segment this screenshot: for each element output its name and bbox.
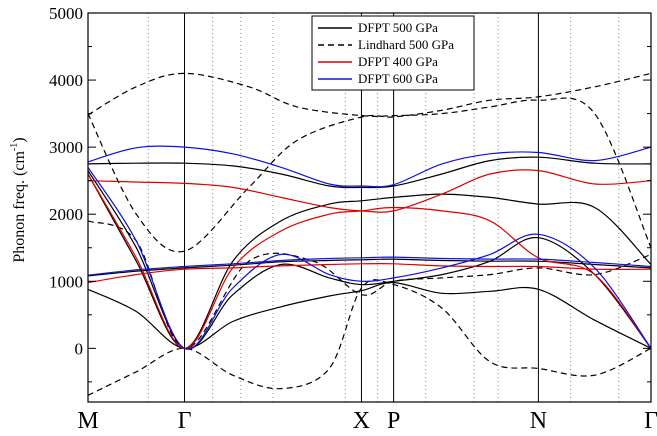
series-line-dfpt-400-gpa	[88, 173, 651, 349]
y-axis-title-close: )	[11, 137, 28, 142]
series-line-dfpt-600-gpa	[88, 145, 651, 188]
y-axis-title-unit: -1	[9, 143, 20, 151]
series-layer	[88, 72, 651, 396]
axes-layer: 0 1000 2000 3000 4000 5000 M Γ X P N Γ	[49, 4, 657, 434]
legend-label: DFPT 500 GPa	[358, 20, 438, 35]
y-axis-title: Phonon freq. (cm-1)	[9, 137, 28, 262]
series-line-dfpt-500-gpa	[88, 156, 651, 189]
series-line-lindhard-500-gpa	[88, 279, 651, 396]
series-line-dfpt-500-gpa	[88, 258, 651, 277]
series-line-lindhard-500-gpa	[88, 72, 651, 253]
y-tick-label: 1000	[49, 272, 83, 291]
y-tick-label: 0	[75, 339, 84, 358]
legend-label: DFPT 600 GPa	[358, 71, 438, 86]
series-line-dfpt-400-gpa	[88, 169, 651, 213]
legend-label: DFPT 400 GPa	[358, 54, 438, 69]
plot-frame	[87, 12, 652, 403]
series-line-dfpt-400-gpa	[88, 263, 651, 284]
y-tick-label: 5000	[49, 4, 83, 23]
series-line-lindhard-500-gpa	[88, 220, 651, 349]
y-axis-title-main: Phonon freq. (cm	[11, 151, 28, 263]
series-line-dfpt-600-gpa	[88, 256, 651, 276]
legend: DFPT 500 GPa Lindhard 500 GPa DFPT 400 GPa…	[311, 15, 475, 91]
series-line-dfpt-600-gpa	[88, 166, 651, 350]
kpoint-label: X	[353, 408, 370, 434]
legend-label: Lindhard 500 GPa	[358, 37, 454, 52]
kpoint-label: P	[387, 408, 400, 434]
y-tick-label: 2000	[49, 205, 83, 224]
kpoint-label: N	[530, 408, 547, 434]
series-line-lindhard-500-gpa	[88, 72, 651, 248]
y-tick-label: 4000	[49, 71, 83, 90]
y-tick-label: 3000	[49, 138, 83, 157]
kpoint-label: M	[77, 408, 98, 434]
kpoint-label: Γ	[178, 408, 192, 434]
kpoint-label: Γ	[644, 408, 657, 434]
